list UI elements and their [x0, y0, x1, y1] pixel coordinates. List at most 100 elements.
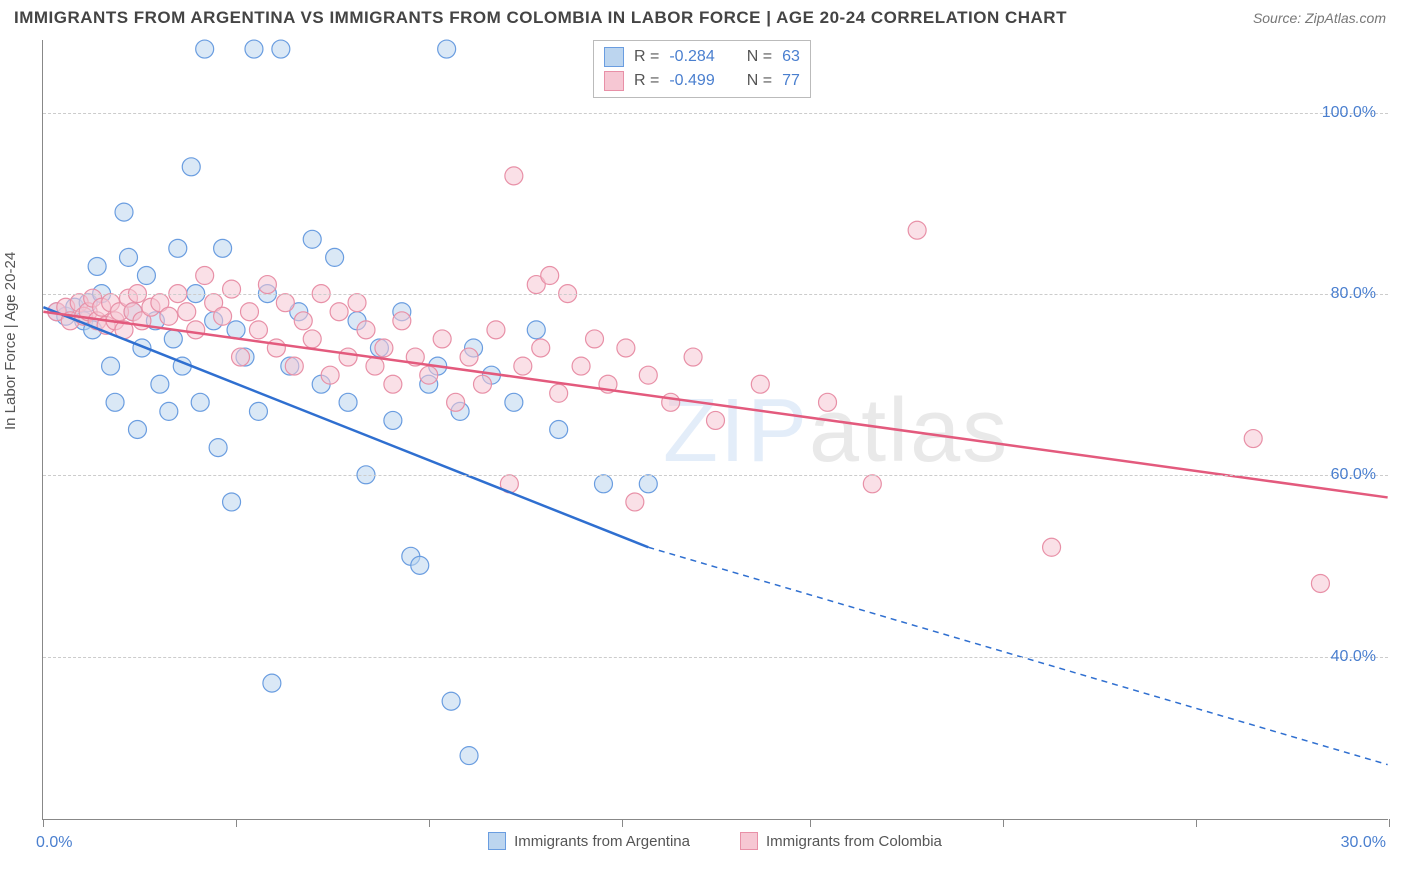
y-tick-label: 60.0%	[1331, 466, 1376, 484]
scatter-point	[662, 393, 680, 411]
scatter-point	[209, 439, 227, 457]
scatter-point	[258, 276, 276, 294]
scatter-point	[707, 411, 725, 429]
scatter-point	[505, 167, 523, 185]
scatter-point	[550, 384, 568, 402]
scatter-point	[223, 280, 241, 298]
scatter-point	[908, 221, 926, 239]
stats-swatch-icon	[604, 71, 624, 91]
scatter-point	[474, 375, 492, 393]
scatter-point	[420, 366, 438, 384]
scatter-point	[227, 321, 245, 339]
scatter-point	[169, 239, 187, 257]
n-value: 63	[782, 48, 800, 66]
scatter-point	[303, 230, 321, 248]
legend-label: Immigrants from Argentina	[514, 833, 690, 850]
scatter-point	[326, 248, 344, 266]
chart-title: IMMIGRANTS FROM ARGENTINA VS IMMIGRANTS …	[14, 8, 1067, 28]
grid-line	[43, 657, 1388, 658]
scatter-point	[285, 357, 303, 375]
scatter-point	[487, 321, 505, 339]
x-tick	[1196, 819, 1197, 827]
scatter-point	[272, 40, 290, 58]
y-tick-label: 80.0%	[1331, 285, 1376, 303]
scatter-point	[178, 303, 196, 321]
scatter-point	[164, 330, 182, 348]
chart-plot-area: ZIPatlas R = -0.284 N = 63 R = -0.499 N …	[42, 40, 1388, 820]
scatter-point	[330, 303, 348, 321]
scatter-point	[249, 321, 267, 339]
x-tick	[43, 819, 44, 827]
y-tick-label: 40.0%	[1331, 648, 1376, 666]
scatter-point	[819, 393, 837, 411]
x-tick	[810, 819, 811, 827]
scatter-point	[384, 411, 402, 429]
scatter-point	[572, 357, 590, 375]
scatter-point	[339, 393, 357, 411]
scatter-point	[232, 348, 250, 366]
n-label: N =	[747, 72, 772, 90]
r-label: R =	[634, 72, 659, 90]
scatter-point	[115, 203, 133, 221]
r-value: -0.499	[669, 72, 714, 90]
x-tick	[429, 819, 430, 827]
scatter-point	[366, 357, 384, 375]
scatter-point	[594, 475, 612, 493]
stats-row: R = -0.284 N = 63	[604, 45, 800, 69]
trend-line	[43, 312, 1387, 498]
scatter-point	[527, 321, 545, 339]
scatter-point	[684, 348, 702, 366]
scatter-point	[433, 330, 451, 348]
scatter-point	[160, 402, 178, 420]
scatter-svg	[43, 40, 1388, 819]
scatter-point	[626, 493, 644, 511]
x-tick	[622, 819, 623, 827]
scatter-point	[586, 330, 604, 348]
legend-item: Immigrants from Colombia	[740, 832, 942, 850]
scatter-point	[267, 339, 285, 357]
scatter-point	[249, 402, 267, 420]
scatter-point	[1043, 538, 1061, 556]
scatter-point	[617, 339, 635, 357]
scatter-point	[191, 393, 209, 411]
legend-label: Immigrants from Colombia	[766, 833, 942, 850]
stats-swatch-icon	[604, 47, 624, 67]
scatter-point	[240, 303, 258, 321]
scatter-point	[442, 692, 460, 710]
x-tick	[1003, 819, 1004, 827]
r-label: R =	[634, 48, 659, 66]
scatter-point	[276, 294, 294, 312]
scatter-point	[128, 421, 146, 439]
scatter-point	[375, 339, 393, 357]
scatter-point	[339, 348, 357, 366]
n-label: N =	[747, 48, 772, 66]
scatter-point	[348, 294, 366, 312]
stats-row: R = -0.499 N = 77	[604, 69, 800, 93]
x-tick	[1389, 819, 1390, 827]
scatter-point	[532, 339, 550, 357]
scatter-point	[514, 357, 532, 375]
scatter-point	[102, 357, 120, 375]
scatter-point	[357, 321, 375, 339]
scatter-point	[106, 393, 124, 411]
x-axis-area: 0.0% Immigrants from Argentina Immigrant…	[42, 828, 1388, 868]
scatter-point	[196, 267, 214, 285]
x-max-label: 30.0%	[1341, 834, 1386, 852]
scatter-point	[751, 375, 769, 393]
stats-legend-box: R = -0.284 N = 63 R = -0.499 N = 77	[593, 40, 811, 98]
scatter-point	[245, 40, 263, 58]
legend-swatch-icon	[488, 832, 506, 850]
grid-line	[43, 294, 1388, 295]
scatter-point	[120, 248, 138, 266]
scatter-point	[214, 239, 232, 257]
scatter-point	[460, 348, 478, 366]
scatter-point	[263, 674, 281, 692]
scatter-point	[550, 421, 568, 439]
scatter-point	[187, 321, 205, 339]
legend-swatch-icon	[740, 832, 758, 850]
scatter-point	[137, 267, 155, 285]
scatter-point	[411, 556, 429, 574]
scatter-point	[151, 375, 169, 393]
scatter-point	[223, 493, 241, 511]
y-axis-label: In Labor Force | Age 20-24	[2, 252, 19, 430]
